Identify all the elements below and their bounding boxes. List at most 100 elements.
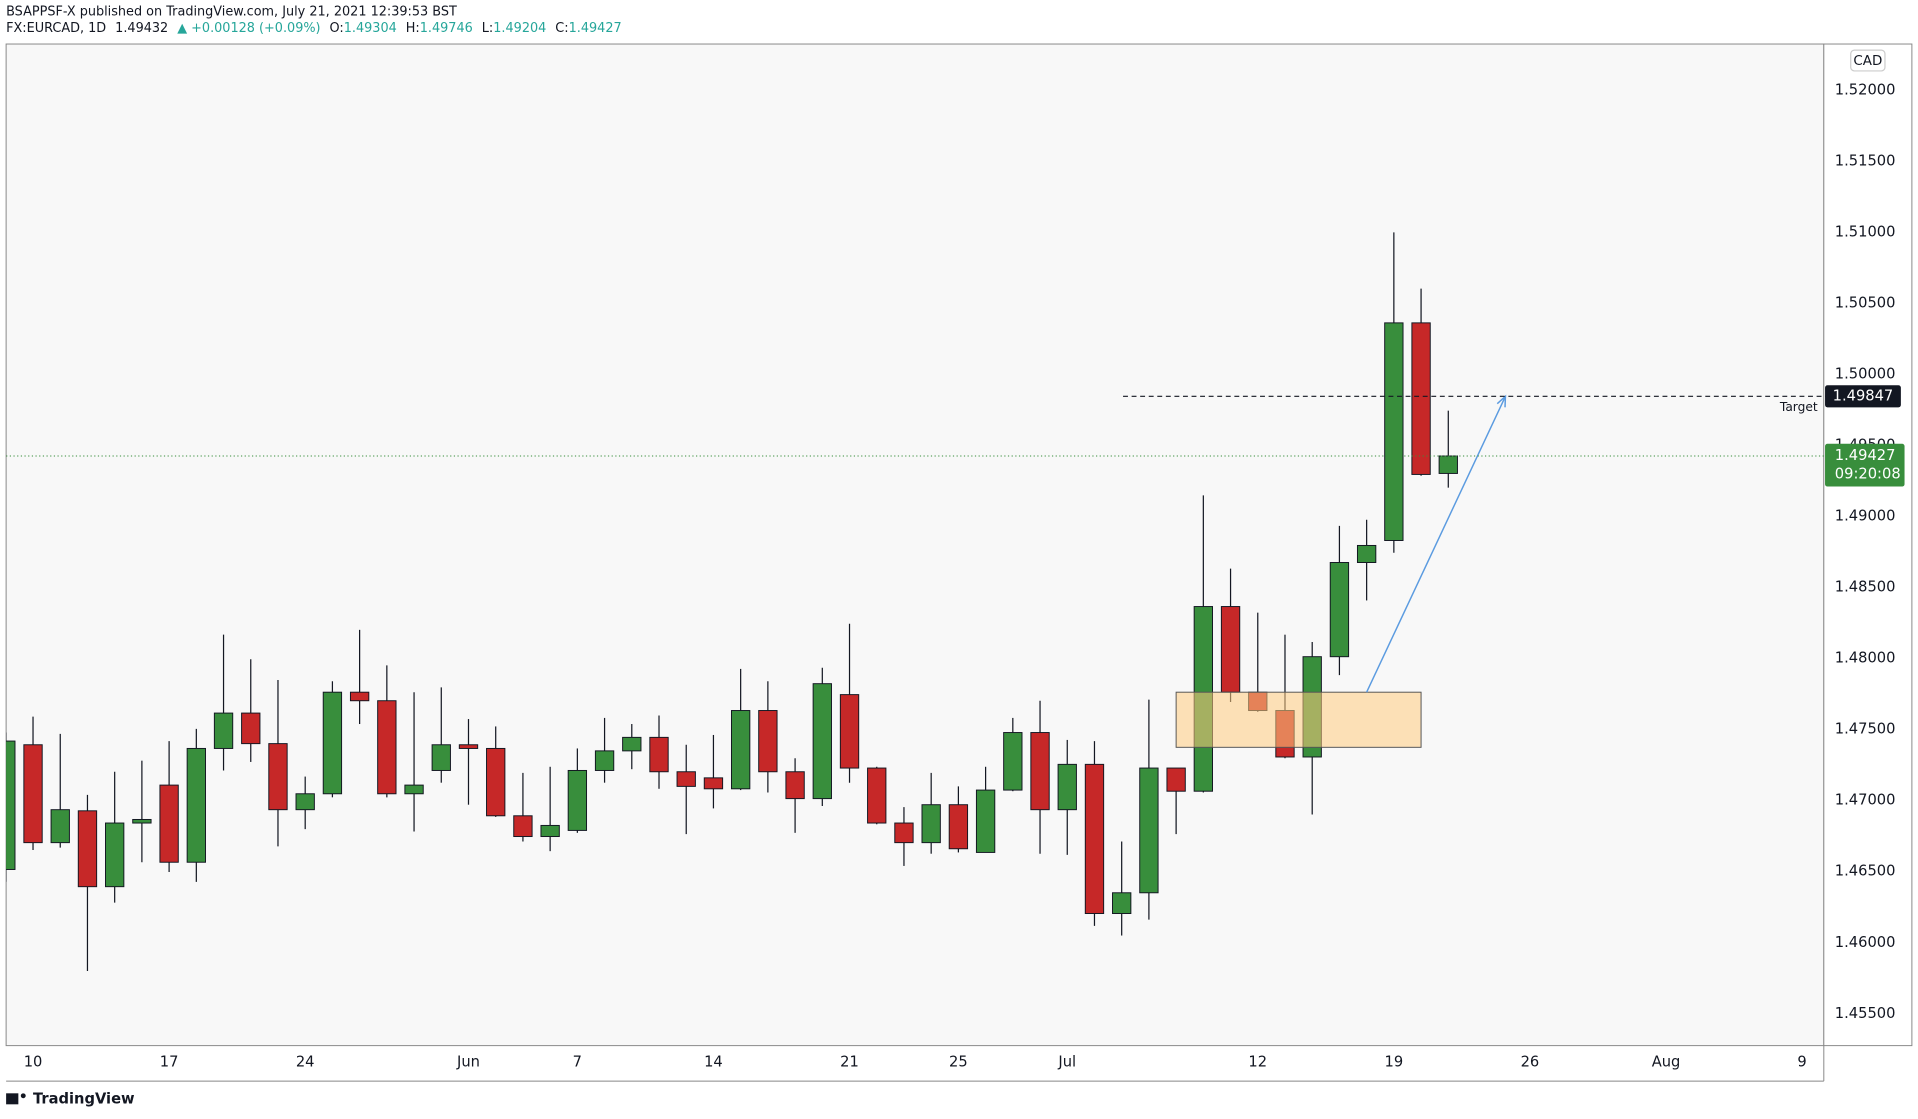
x-tick-label: 10 (24, 1054, 43, 1071)
x-tick-label: 17 (160, 1054, 179, 1071)
candle-body (676, 771, 696, 787)
candle-body (186, 747, 206, 863)
candle-body (213, 712, 234, 749)
y-tick-label: 1.51500 (1835, 153, 1896, 170)
zone (1175, 691, 1422, 748)
byline: BSAPPSF-X published on TradingView.com, … (6, 5, 457, 20)
x-tick-label: 24 (296, 1054, 315, 1071)
y-tick-label: 1.45500 (1835, 1005, 1896, 1022)
plot-area (5, 43, 1825, 1047)
change: ▲ +0.00128 (+0.09%) (177, 21, 320, 36)
candle-body (1220, 606, 1241, 693)
y-tick-label: 1.46500 (1835, 863, 1896, 880)
candle-body (1112, 892, 1132, 915)
candle-body (758, 710, 778, 773)
y-tick-label: 1.47500 (1835, 721, 1896, 738)
candle-body (567, 769, 588, 831)
y-tick-label: 1.48500 (1835, 579, 1896, 596)
arrow-head (1496, 394, 1507, 408)
countdown: 09:20:08 (1835, 465, 1901, 482)
currency: CAD (1853, 54, 1882, 69)
ohlc-label: H: (406, 21, 420, 36)
logo-text: TradingView (33, 1090, 135, 1107)
candle-body (1084, 763, 1105, 915)
y-tick-label: 1.50500 (1835, 295, 1896, 312)
x-tick-label: 12 (1248, 1054, 1267, 1071)
candle-body (839, 694, 860, 769)
currency-box (1850, 49, 1886, 72)
target-label: Target (1779, 400, 1818, 414)
candle-body (785, 771, 805, 800)
candle-body (1003, 732, 1023, 791)
ohlc-label: L: (482, 21, 493, 36)
x-tick-label: 21 (840, 1054, 859, 1071)
price-axis (1823, 43, 1913, 1047)
ohlc-value: 1.49746 (420, 21, 473, 36)
y-tick-label: 1.51000 (1835, 224, 1896, 241)
candle-body (105, 822, 125, 888)
y-tick-label: 1.48000 (1835, 650, 1896, 667)
x-tick-label: 14 (704, 1054, 723, 1071)
candle-body (1057, 763, 1077, 811)
x-tick-label: 25 (949, 1054, 968, 1071)
candle-body (50, 809, 70, 844)
target-price-box (1825, 385, 1901, 408)
x-tick-label: Jun (456, 1054, 480, 1071)
candle-body (649, 736, 669, 773)
arrow (1365, 395, 1507, 693)
candle-body (594, 750, 615, 771)
candle-body (486, 747, 506, 817)
y-tick-label: 1.49000 (1835, 508, 1896, 525)
ohlc-value: 1.49204 (493, 21, 546, 36)
candle-body (132, 818, 152, 824)
candle-body (921, 804, 941, 844)
candle-body (77, 810, 98, 888)
candle-body (622, 736, 642, 752)
candle-body (322, 691, 343, 795)
candle-body (1329, 562, 1350, 658)
last-price: 1.49432 (115, 21, 168, 36)
candle-body (730, 710, 751, 790)
symbol: FX:EURCAD, 1D (6, 21, 106, 36)
candle-body (1166, 767, 1186, 792)
logo: TradingView (6, 1090, 135, 1107)
y-tick-label: 1.52000 (1835, 81, 1896, 98)
candle-body (159, 784, 179, 863)
target-price: 1.49847 (1833, 387, 1894, 404)
y-tick-label: 1.46000 (1835, 934, 1896, 951)
ohlc-value: 1.49304 (344, 21, 397, 36)
candle-body (458, 744, 479, 749)
candle-body (1139, 767, 1159, 894)
x-tick-label: 9 (1797, 1054, 1806, 1071)
candles (6, 232, 1507, 972)
candle-body (295, 793, 315, 811)
x-tick-label: 19 (1385, 1054, 1404, 1071)
header-line: FX:EURCAD, 1D 1.49432 ▲ +0.00128 (+0.09%… (6, 21, 622, 36)
candle-body (703, 777, 724, 790)
candle-body (377, 700, 397, 795)
candle-body (241, 712, 261, 745)
ohlc-label: O: (330, 21, 344, 36)
ohlc-label: C: (555, 21, 568, 36)
candle-body (431, 744, 451, 771)
candle-body (268, 743, 288, 811)
candle-body (404, 784, 424, 795)
candle-body (867, 767, 887, 824)
candle-body (513, 815, 533, 838)
x-tick-label: 26 (1521, 1054, 1540, 1071)
ohlc-value: 1.49427 (569, 21, 622, 36)
candle-body (1030, 732, 1050, 811)
candle-body (975, 789, 996, 853)
x-tick-label: Aug (1652, 1054, 1681, 1071)
candle-body (6, 740, 16, 870)
y-tick-label: 1.47000 (1835, 792, 1896, 809)
current-price: 1.49427 (1835, 447, 1896, 464)
candle-body (23, 744, 43, 844)
candle-body (1384, 322, 1404, 541)
y-tick-label: 1.50000 (1835, 366, 1896, 383)
x-tick-label: Jul (1057, 1054, 1076, 1071)
candle-body (1438, 455, 1458, 474)
candle-body (349, 691, 370, 702)
candle-body (948, 804, 969, 850)
